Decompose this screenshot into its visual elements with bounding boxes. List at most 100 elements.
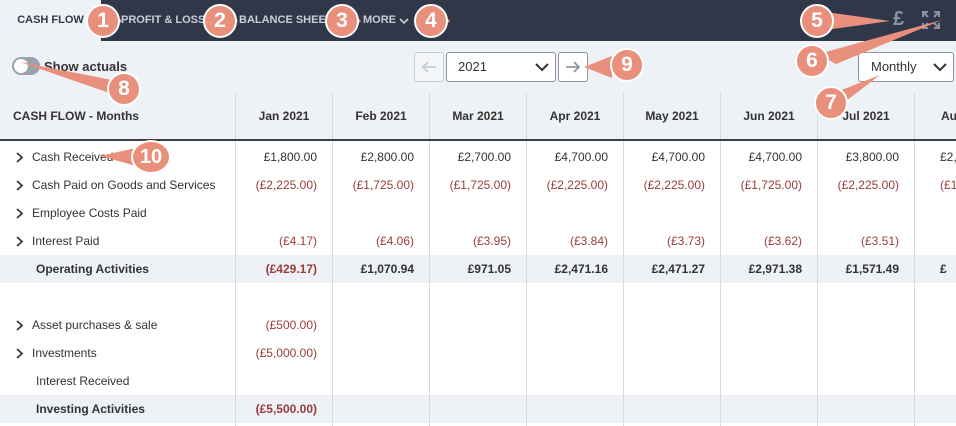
chevron-right-icon[interactable] [15,152,24,163]
table-row[interactable]: Interest Paid (£4.17) (£4.06) (£3.95) (£3.84… [0,227,956,255]
table-cell: £1,800.00 [263,150,317,164]
table-cell: (£4.17) [278,234,317,248]
column-header: Jun 2021 [720,93,817,139]
callout-badge: 7 [814,86,848,120]
chevron-right-icon[interactable] [15,348,24,359]
year-select[interactable]: 2021 [446,52,556,82]
callout-badge: 2 [203,4,237,38]
column-header: Apr 2021 [526,93,623,139]
controls-bar: Show actuals 2021 Monthly [0,41,956,93]
table-cell: £971.05 [467,262,511,276]
show-actuals-label: Show actuals [44,59,128,74]
top-tab-bar: CASH FLOW PROFIT & LOSS BALANCE SHEET MO… [0,0,956,41]
column-header: Mar 2021 [429,93,526,139]
row-label: Investing Activities [36,402,145,416]
column-divider [526,141,527,426]
table-cell: (£3.62) [763,234,802,248]
table-cell: (£3.84) [569,234,608,248]
column-divider [914,141,915,426]
table-row: Operating Activities (£429.17) £1,070.94 £9… [0,255,956,283]
table-row[interactable]: Asset purchases & sale (£500.00) [0,311,956,339]
tab-profit-loss[interactable]: PROFIT & LOSS [121,14,206,26]
row-label: Interest Received [36,374,130,388]
chevron-down-icon [399,18,409,25]
column-header: Feb 2021 [332,93,429,139]
table-row[interactable]: Cash Paid on Goods and Services (£2,225.0… [0,171,956,199]
table-cell: £3,800.00 [845,150,899,164]
year-select-value: 2021 [458,59,487,74]
table-cell: (£5,500.00) [255,402,317,416]
table-cell: (£2,225.00) [546,178,608,192]
table-cell: £2,471.27 [651,262,705,276]
chevron-right-icon[interactable] [15,180,24,191]
currency-icon[interactable]: £ [893,8,905,30]
table-cell: £1,070.94 [360,262,414,276]
table-cell: (£1,725.00) [352,178,414,192]
tab-more[interactable]: MORE [363,0,409,41]
chevron-down-icon [933,63,947,72]
row-label: Asset purchases & sale [32,318,158,332]
period-select[interactable]: Monthly [858,52,954,82]
period-select-value: Monthly [871,59,917,74]
table-cell: £2, [940,150,956,164]
row-label: Interest Paid [32,234,100,248]
table-cell: (£1,725.00) [740,178,802,192]
table-row[interactable]: Cash Received £1,800.00 £2,800.00 £2,700.00… [0,143,956,171]
column-header: Jan 2021 [235,93,332,139]
table-cell: (£2,225.00) [643,178,705,192]
column-divider [817,141,818,426]
table-row: Interest Received [0,367,956,395]
table-cell: (£4.06) [375,234,414,248]
callout-badge: 10 [131,140,171,174]
table-cell: £4,700.00 [748,150,802,164]
table-row[interactable]: Employee Costs Paid [0,199,956,227]
table-cell: £ [940,262,947,276]
table-header-label: CASH FLOW - Months [13,109,139,123]
chevron-right-icon[interactable] [15,236,24,247]
table-cell: £4,700.00 [651,150,705,164]
callout-badge: 8 [107,72,141,106]
table-cell: (£5,000.00) [255,346,317,360]
callout-badge: 9 [610,48,644,82]
tab-cash-flow[interactable]: CASH FLOW [0,0,101,41]
tab-balance-sheet[interactable]: BALANCE SHEET [239,14,333,26]
show-actuals-toggle[interactable] [12,57,40,75]
column-header: Au [914,93,956,139]
table-row: Investing Activities (£5,500.00) [0,395,956,423]
previous-year-button[interactable] [414,52,444,82]
arrow-left-icon [421,61,436,73]
callout-badge: 1 [86,4,120,38]
table-cell: £2,971.38 [748,262,802,276]
row-label: Employee Costs Paid [32,206,147,220]
toggle-knob [14,59,28,73]
column-divider [235,141,236,426]
table-cell: (£3.51) [860,234,899,248]
table-cell: (£2,225.00) [837,178,899,192]
callout-badge: 6 [795,44,829,78]
table-header-row: CASH FLOW - Months Jan 2021 Feb 2021 Mar… [0,93,956,141]
callout-badge: 4 [414,4,448,38]
table-cell: £1,571.49 [845,262,899,276]
chevron-right-icon[interactable] [15,208,24,219]
chevron-right-icon[interactable] [15,320,24,331]
column-divider [623,141,624,426]
row-label: Operating Activities [36,262,149,276]
arrow-right-icon [566,61,581,73]
row-label: Cash Paid on Goods and Services [32,178,216,192]
tab-more-label: MORE [363,14,396,26]
table-cell: (£500.00) [265,318,317,332]
callout-badge: 3 [325,4,359,38]
table-cell: £2,471.16 [554,262,608,276]
table-row[interactable]: Investments (£5,000.00) [0,339,956,367]
chevron-down-icon [535,63,549,72]
table-cell: (£2,225.00) [255,178,317,192]
next-year-button[interactable] [558,52,588,82]
table-cell: (£429.17) [265,262,317,276]
row-label: Investments [32,346,97,360]
table-cell: £2,800.00 [360,150,414,164]
table-cell: £4,700.00 [554,150,608,164]
column-divider [429,141,430,426]
table-cell: (£3.73) [666,234,705,248]
